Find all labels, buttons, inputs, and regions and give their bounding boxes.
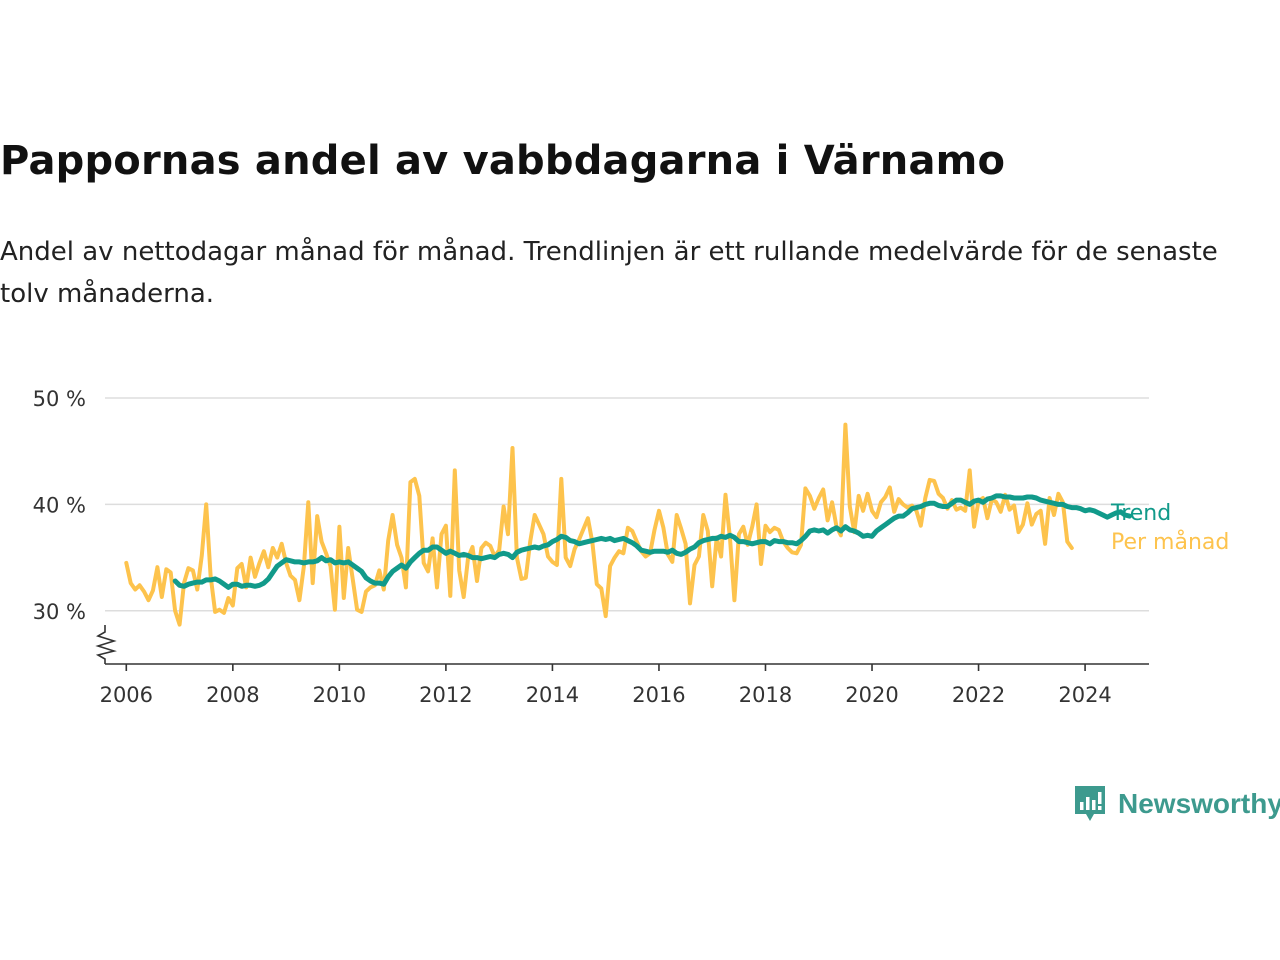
x-tick-label: 2012 [419, 683, 472, 707]
series-line-per-manad [124, 422, 1074, 627]
y-tick-label: 40 % [33, 493, 86, 517]
x-tick-label: 2006 [100, 683, 153, 707]
series-label-trend: Trend [1110, 501, 1171, 526]
chart-subtitle: Andel av nettodagar månad för månad. Tre… [0, 237, 1218, 309]
x-tick-label: 2016 [632, 683, 685, 707]
grid-lines [105, 397, 1149, 612]
series-label-per-manad: Per månad [1111, 529, 1229, 555]
series-line-trend [172, 493, 1132, 590]
x-tick-label: 2018 [739, 683, 792, 707]
x-axis-ticks: 2006 2008 2010 2012 2014 2016 2018 2020 2022 2024 [100, 683, 1112, 707]
x-axis-tick-marks [125, 664, 1086, 671]
y-axis-ticks: 30 % 40 % 50 % [33, 387, 86, 624]
brand-name: Newsworthy [1118, 788, 1280, 819]
x-tick-label: 2020 [845, 683, 898, 707]
y-tick-label: 50 % [33, 387, 86, 411]
chart-title: Pappornas andel av vabbdagarna i Värnamo [0, 138, 1006, 184]
newsworthy-logo-icon [1075, 786, 1105, 821]
y-tick-label: 30 % [33, 600, 86, 624]
x-tick-label: 2008 [206, 683, 259, 707]
x-tick-label: 2024 [1058, 683, 1111, 707]
x-tick-label: 2022 [952, 683, 1005, 707]
brand-logo: Newsworthy [1072, 784, 1280, 824]
x-tick-label: 2014 [526, 683, 579, 707]
x-tick-label: 2010 [313, 683, 366, 707]
y-axis-break-icon [95, 625, 117, 664]
